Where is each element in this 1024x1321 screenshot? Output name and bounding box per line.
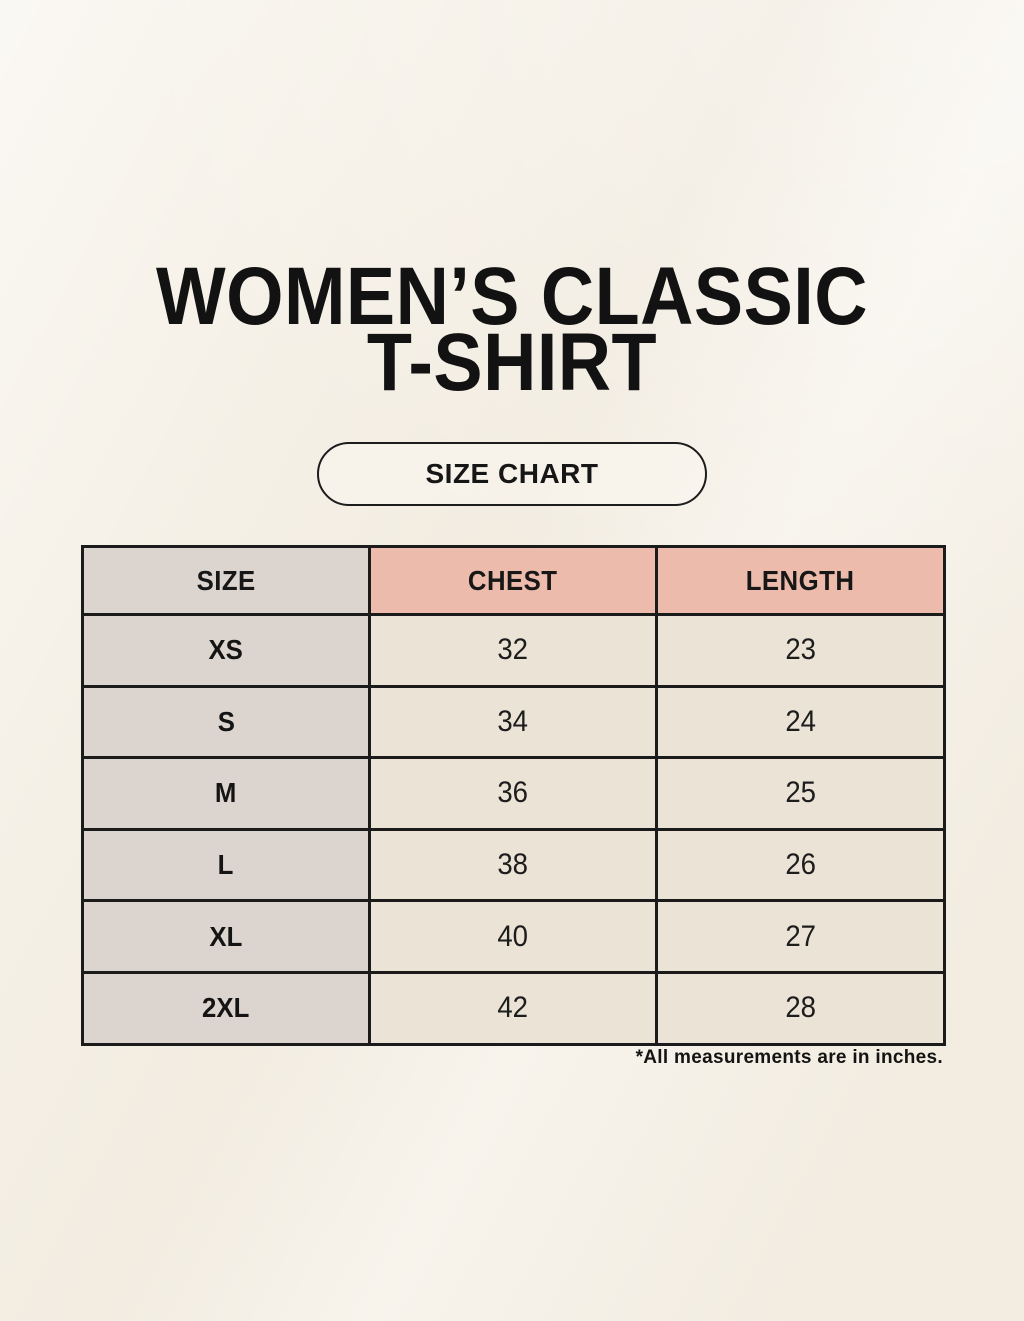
- page-title-line1: WOMEN’S CLASSIC: [156, 251, 868, 342]
- size-value: XS: [208, 634, 244, 666]
- length-number: 23: [785, 633, 816, 667]
- table-header-row: SIZE CHEST LENGTH: [81, 545, 946, 616]
- length-value: 25: [655, 756, 946, 831]
- chest-number: 36: [497, 776, 529, 810]
- column-header-length-label: LENGTH: [746, 564, 855, 596]
- length-value: 23: [655, 613, 946, 688]
- page-title-line2: T-SHIRT: [366, 317, 658, 408]
- measurements-footnote: *All measurements are in inches.: [635, 1047, 943, 1068]
- length-number: 27: [785, 919, 816, 953]
- size-label: XL: [81, 899, 371, 974]
- size-chart-table: SIZE CHEST LENGTH XS 32 23 S 34 24 M 36 …: [81, 545, 946, 1046]
- size-value: S: [217, 705, 235, 737]
- length-number: 26: [785, 848, 816, 882]
- table-row-xs: XS 32 23: [81, 613, 946, 688]
- chest-value: 42: [368, 970, 658, 1046]
- table-row-l: L 38 26: [81, 827, 946, 903]
- column-header-length: LENGTH: [655, 545, 946, 616]
- length-number: 25: [785, 776, 816, 810]
- chest-number: 40: [497, 919, 529, 953]
- size-value: L: [218, 849, 234, 881]
- length-value: 27: [655, 899, 946, 974]
- length-number: 24: [785, 704, 816, 738]
- chest-value: 38: [368, 827, 658, 903]
- size-value: 2XL: [202, 992, 250, 1024]
- size-label: 2XL: [81, 970, 371, 1046]
- length-value: 24: [655, 684, 946, 760]
- length-number: 28: [785, 991, 816, 1025]
- column-header-chest: CHEST: [368, 545, 658, 616]
- chest-value: 36: [368, 756, 658, 831]
- length-value: 26: [655, 827, 946, 903]
- chest-number: 42: [497, 991, 529, 1025]
- page-title: WOMEN’S CLASSIC T-SHIRT: [51, 256, 973, 404]
- column-header-size: SIZE: [81, 545, 371, 616]
- size-label: L: [81, 827, 371, 903]
- chest-number: 32: [497, 633, 529, 667]
- chest-number: 38: [497, 848, 529, 882]
- chest-value: 34: [368, 684, 658, 760]
- size-chart-badge-label: SIZE CHART: [425, 458, 599, 489]
- size-label: S: [81, 684, 371, 760]
- length-value: 28: [655, 970, 946, 1046]
- table-row-2xl: 2XL 42 28: [81, 970, 946, 1046]
- size-value: M: [215, 777, 237, 809]
- size-value: XL: [209, 920, 243, 952]
- table-row-s: S 34 24: [81, 684, 946, 760]
- size-label: M: [81, 756, 371, 831]
- size-label: XS: [81, 613, 371, 688]
- table-row-m: M 36 25: [81, 756, 946, 831]
- column-header-chest-label: CHEST: [468, 564, 558, 596]
- size-chart-badge: SIZE CHART: [317, 442, 707, 506]
- chest-value: 40: [368, 899, 658, 974]
- table-row-xl: XL 40 27: [81, 899, 946, 974]
- column-header-size-label: SIZE: [196, 564, 256, 596]
- chest-number: 34: [497, 704, 529, 738]
- chest-value: 32: [368, 613, 658, 688]
